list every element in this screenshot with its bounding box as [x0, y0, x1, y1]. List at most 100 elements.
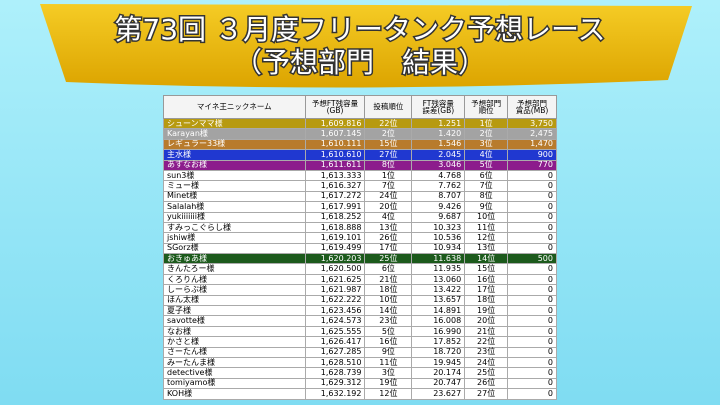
- table-cell: 25位: [464, 367, 509, 379]
- result-table: マイネ王ニックネーム 予想FT残容量 (GB) 投稿順位 FT残容量 誤差(GB) 予想部門…: [163, 95, 557, 400]
- table-row: Karayan様 1,607.145 2位 1.420 2位 2,475: [163, 128, 557, 140]
- table-cell: 9位: [364, 346, 413, 359]
- table-cell: 8.707: [411, 190, 466, 203]
- header-row: マイネ王ニックネーム 予想FT残容量 (GB) 投稿順位 FT残容量 誤差(GB) 予想部門…: [163, 95, 557, 119]
- table-cell: かさと様: [163, 336, 306, 348]
- table-cell: 0: [507, 305, 557, 317]
- table-cell: シューンママ様: [163, 117, 306, 130]
- table-cell: 0: [507, 294, 557, 307]
- table-cell: 26位: [364, 232, 413, 244]
- table-row: tomiyamo様 1,629.312 19位 20.747 26位 0: [163, 377, 557, 390]
- table-cell: さーたん様: [163, 346, 306, 359]
- table-cell: 10位: [364, 294, 413, 307]
- table-cell: 13.060: [411, 273, 466, 286]
- table-cell: 1,632.192: [304, 388, 366, 400]
- column-header: 予想部門 賞品(MB): [507, 95, 557, 119]
- table-row: SGorz様 1,619.499 17位 10.934 13位 0: [163, 242, 557, 255]
- table-row: detective様 1,628.739 3位 20.174 25位 0: [163, 367, 557, 379]
- table-cell: detective様: [163, 367, 306, 379]
- table-cell: 1,613.333: [304, 169, 366, 182]
- column-header: 予想FT残容量 (GB): [304, 95, 366, 119]
- table-cell: 21位: [364, 273, 413, 286]
- table-cell: 1,620.203: [304, 253, 366, 265]
- column-header: 投稿順位: [364, 95, 413, 119]
- header-line: 投稿順位: [373, 102, 404, 112]
- table-cell: 1,620.500: [304, 263, 366, 275]
- table-cell: 14位: [364, 305, 413, 317]
- table-cell: 24位: [364, 190, 413, 203]
- table-cell: すみっこぐらし様: [163, 221, 306, 234]
- table-cell: 1,619.101: [304, 232, 366, 244]
- table-row: sun3様 1,613.333 1位 4.768 6位 0: [163, 169, 557, 182]
- table-row: savotte様 1,624.573 23位 16.008 20位 0: [163, 315, 557, 327]
- table-cell: 5位: [464, 159, 509, 171]
- table-cell: 0: [507, 336, 557, 348]
- table-cell: sun3様: [163, 169, 306, 182]
- table-cell: 3,750: [507, 117, 557, 130]
- table-cell: 11位: [464, 221, 509, 234]
- table-row: おきゅあ様 1,620.203 25位 11.638 14位 500: [163, 253, 557, 265]
- table-row: 夏子様 1,623.456 14位 14.891 19位 0: [163, 305, 557, 317]
- table-cell: 2.045: [411, 149, 466, 161]
- table-row: シューンママ様 1,609.816 22位 1.251 1位 3,750: [163, 117, 557, 130]
- table-cell: 22位: [464, 336, 509, 348]
- table-cell: 1.420: [411, 128, 466, 140]
- column-header: 予想部門 順位: [464, 95, 509, 119]
- table-cell: 23位: [364, 315, 413, 327]
- table-cell: 1.251: [411, 117, 466, 130]
- table-cell: 1,619.499: [304, 242, 366, 255]
- table-cell: 900: [507, 149, 557, 161]
- table-cell: 1,617.991: [304, 201, 366, 213]
- table-cell: 0: [507, 169, 557, 182]
- table-cell: 7位: [464, 180, 509, 192]
- header-line: (GB): [326, 106, 344, 115]
- table-cell: 15位: [364, 138, 413, 151]
- table-cell: 10位: [464, 211, 509, 223]
- table-cell: 25位: [364, 253, 413, 265]
- table-cell: 1位: [364, 169, 413, 182]
- table-cell: 0: [507, 221, 557, 234]
- table-cell: 0: [507, 263, 557, 275]
- table-cell: 18位: [464, 294, 509, 307]
- table-cell: 1,626.417: [304, 336, 366, 348]
- table-cell: 4位: [464, 149, 509, 161]
- column-header: マイネ王ニックネーム: [163, 95, 306, 119]
- table-cell: 6位: [364, 263, 413, 275]
- table-cell: 27位: [464, 388, 509, 400]
- table-cell: 18.720: [411, 346, 466, 359]
- table-cell: 9位: [464, 201, 509, 213]
- table-cell: 14.891: [411, 305, 466, 317]
- table-row: きんたろー様 1,620.500 6位 11.935 15位 0: [163, 263, 557, 275]
- table-cell: 0: [507, 284, 557, 296]
- table-row: yukiiiiiii様 1,618.252 4位 9.687 10位 0: [163, 211, 557, 223]
- table-row: かさと様 1,626.417 16位 17.852 22位 0: [163, 336, 557, 348]
- table-cell: 16位: [464, 273, 509, 286]
- table-cell: 1,621.987: [304, 284, 366, 296]
- table-cell: 1,616.327: [304, 180, 366, 192]
- table-cell: 夏子様: [163, 305, 306, 317]
- table-cell: 1,610.610: [304, 149, 366, 161]
- table-cell: 22位: [364, 117, 413, 130]
- table-cell: KOH様: [163, 388, 306, 400]
- table-cell: 27位: [364, 149, 413, 161]
- table-cell: 13位: [364, 221, 413, 234]
- column-header: FT残容量 誤差(GB): [411, 95, 466, 119]
- table-cell: 16.008: [411, 315, 466, 327]
- table-cell: 1,622.222: [304, 294, 366, 307]
- table-cell: 1,628.510: [304, 356, 366, 369]
- table-row: みーたんま様 1,628.510 11位 19.945 24位 0: [163, 356, 557, 369]
- table-cell: 0: [507, 367, 557, 379]
- table-cell: 10.934: [411, 242, 466, 255]
- table-cell: tomiyamo様: [163, 377, 306, 390]
- header-line: 予想FT残容量: [311, 98, 359, 108]
- header-line: 予想部門: [471, 98, 502, 108]
- table-cell: 1,610.111: [304, 138, 366, 151]
- table-cell: 0: [507, 201, 557, 213]
- table-cell: 0: [507, 211, 557, 223]
- table-cell: 11.935: [411, 263, 466, 275]
- table-cell: 6位: [464, 169, 509, 182]
- table-cell: 21位: [464, 325, 509, 338]
- table-cell: 23位: [464, 346, 509, 359]
- table-row: Salalah様 1,617.991 20位 9.426 9位 0: [163, 201, 557, 213]
- table-cell: 0: [507, 242, 557, 255]
